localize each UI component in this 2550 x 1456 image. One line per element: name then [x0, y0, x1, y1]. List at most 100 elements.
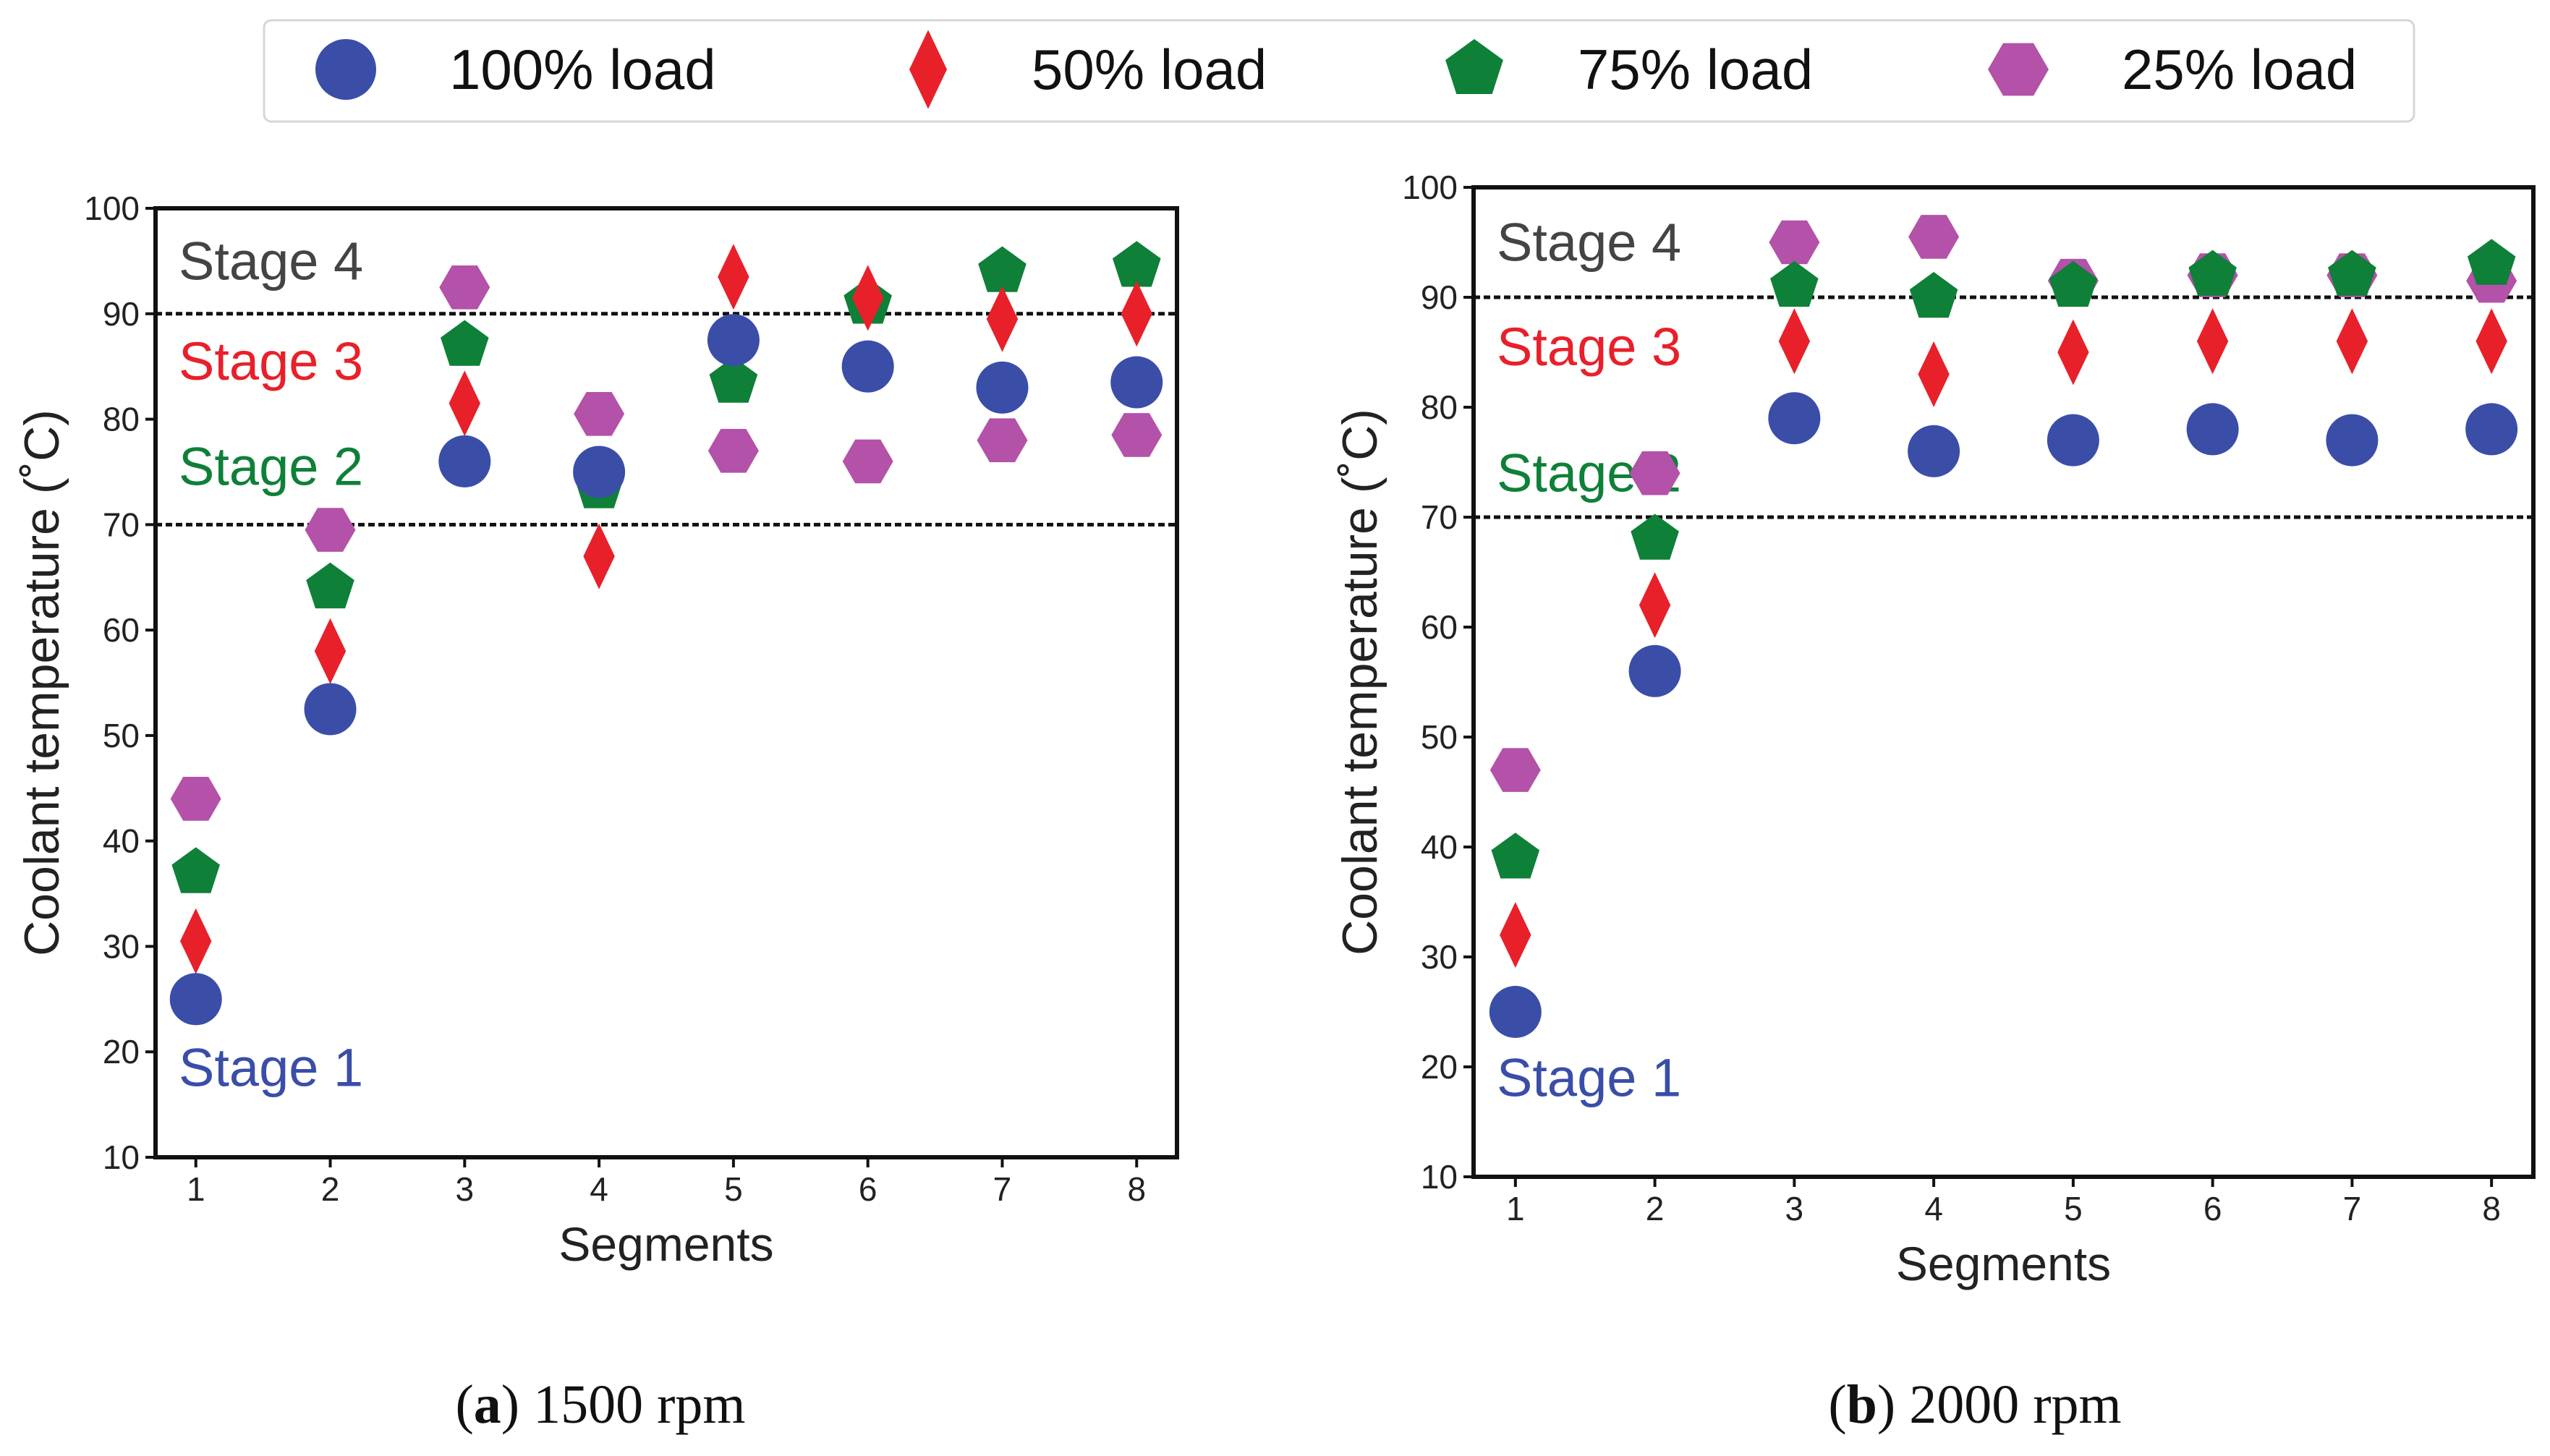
legend-box	[263, 19, 2415, 123]
y-tick-label: 30	[103, 927, 140, 965]
data-point	[1639, 572, 1671, 639]
data-point	[1628, 644, 1681, 697]
caption-letter: a	[474, 1374, 501, 1435]
y-tick-label: 10	[1421, 1158, 1458, 1196]
legend-entry: 100% load	[315, 38, 716, 101]
y-tick-label: 20	[103, 1033, 140, 1070]
stage-label: Stage 3	[179, 331, 363, 391]
y-axis-title: Coolant temperature (˚C)	[1333, 409, 1387, 955]
data-point	[314, 618, 347, 684]
y-tick-label: 70	[103, 506, 140, 543]
y-tick-label: 80	[1421, 388, 1458, 426]
x-tick-label: 2	[1646, 1190, 1665, 1227]
x-tick-label: 8	[2482, 1190, 2501, 1227]
x-tick-label: 6	[859, 1170, 877, 1208]
caption-paren-close: )	[501, 1374, 533, 1435]
legend-entry: 50% load	[909, 30, 1267, 109]
legend-label: 75% load	[1578, 38, 1813, 101]
data-point	[573, 446, 626, 498]
data-point	[2475, 308, 2507, 375]
legend-label: 100% load	[449, 38, 716, 101]
data-point	[1768, 392, 1821, 445]
panel-a-chart: Stage 4 Stage 3 Stage 2 Stage 1 10 20 30 40 50 60…	[14, 190, 1179, 1435]
data-point	[1500, 902, 1531, 968]
caption-paren-open: (	[455, 1374, 473, 1435]
legend-entry: 75% load	[1445, 38, 1813, 101]
data-point	[304, 683, 357, 736]
data-point	[976, 361, 1029, 414]
data-point	[574, 392, 625, 436]
data-point	[1778, 308, 1811, 375]
data-point	[2188, 250, 2237, 296]
data-point	[305, 508, 356, 552]
data-point	[583, 523, 615, 589]
panel-caption: (b) 2000 rpm	[1828, 1374, 2121, 1435]
x-tick-label: 2	[321, 1170, 340, 1208]
data-point	[2057, 319, 2089, 386]
y-tick-label: 40	[103, 822, 140, 860]
data-point	[978, 246, 1027, 292]
data-point	[306, 562, 354, 609]
x-tick-label: 1	[187, 1170, 205, 1208]
data-point	[2196, 308, 2229, 375]
data-point	[180, 908, 212, 974]
data-point	[169, 973, 222, 1026]
x-tick-label: 6	[2203, 1190, 2222, 1227]
data-point	[1918, 341, 1950, 407]
y-tick-label: 10	[103, 1138, 140, 1176]
x-tick-label: 7	[993, 1170, 1012, 1208]
data-point	[1489, 748, 1541, 792]
legend: 100% load 50% load 75% load 25% load	[263, 19, 2415, 123]
x-tick-label: 3	[456, 1170, 475, 1208]
caption-paren-close: )	[1877, 1374, 1909, 1435]
data-point	[1491, 833, 1540, 879]
x-tick-label: 3	[1785, 1190, 1804, 1227]
legend-label: 50% load	[1032, 38, 1267, 101]
data-point	[718, 244, 749, 310]
data-point	[2467, 239, 2516, 285]
x-axis-title: Segments	[1896, 1237, 2111, 1290]
y-tick-label: 90	[103, 295, 140, 333]
stage-label: Stage 4	[1497, 213, 1681, 273]
data-point	[1631, 514, 1679, 560]
y-tick-label: 20	[1421, 1048, 1458, 1086]
data-point	[977, 418, 1028, 462]
panel-caption: (a) 1500 rpm	[455, 1374, 745, 1435]
legend-marker	[1445, 39, 1503, 94]
legend-entry: 25% load	[1988, 38, 2357, 101]
x-tick-label: 7	[2343, 1190, 2362, 1227]
stage-label: Stage 4	[179, 231, 363, 291]
data-point	[1629, 451, 1680, 495]
stage-label: Stage 1	[1497, 1048, 1681, 1108]
x-tick-label: 1	[1506, 1190, 1525, 1227]
data-point	[449, 370, 480, 437]
data-point	[841, 340, 894, 393]
legend-marker	[1988, 43, 2049, 96]
data-point	[171, 847, 220, 893]
data-point	[439, 265, 490, 310]
data-point	[1110, 356, 1163, 409]
y-tick-label: 70	[1421, 498, 1458, 536]
caption-letter: b	[1847, 1374, 1877, 1435]
stage-label: Stage 1	[179, 1038, 363, 1098]
y-tick-label: 100	[1402, 169, 1458, 206]
legend-marker	[909, 30, 947, 109]
data-point	[2047, 414, 2099, 467]
x-axis-title: Segments	[558, 1217, 773, 1271]
data-point	[1489, 986, 1542, 1038]
data-point	[986, 286, 1019, 352]
data-point	[2326, 414, 2379, 467]
data-point	[2186, 403, 2239, 456]
y-tick-label: 40	[1421, 828, 1458, 866]
x-tick-label: 5	[2064, 1190, 2083, 1227]
data-point	[709, 357, 758, 403]
data-point	[2049, 260, 2098, 307]
plot-frame	[1471, 185, 2536, 1179]
data-point	[842, 439, 893, 484]
data-point	[1770, 260, 1819, 307]
caption-paren-open: (	[1828, 1374, 1846, 1435]
x-tick-label: 5	[724, 1170, 743, 1208]
x-tick-label: 4	[590, 1170, 608, 1208]
data-point	[1909, 272, 1958, 318]
